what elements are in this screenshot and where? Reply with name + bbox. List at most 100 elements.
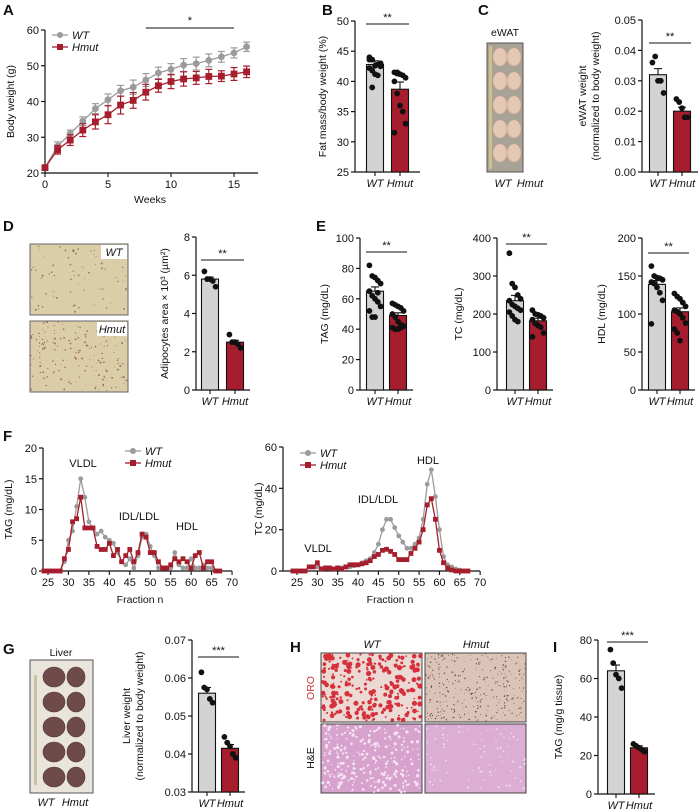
texture bbox=[339, 773, 343, 776]
texture bbox=[457, 700, 459, 702]
texture bbox=[331, 700, 337, 706]
texture bbox=[452, 717, 454, 719]
texture bbox=[74, 338, 77, 341]
texture bbox=[478, 716, 479, 717]
x-tick-label: 0 bbox=[42, 179, 48, 191]
texture bbox=[321, 781, 325, 785]
texture bbox=[393, 742, 397, 746]
data-point bbox=[453, 568, 459, 574]
texture bbox=[330, 737, 333, 739]
x-tick-label: 50 bbox=[393, 577, 405, 589]
texture bbox=[511, 732, 513, 735]
texture bbox=[30, 388, 33, 391]
texture bbox=[476, 688, 478, 690]
texture bbox=[479, 701, 481, 703]
texture bbox=[494, 667, 497, 669]
texture bbox=[359, 690, 363, 694]
texture bbox=[453, 660, 456, 662]
texture bbox=[381, 658, 385, 662]
texture bbox=[439, 695, 441, 697]
texture bbox=[321, 669, 327, 674]
texture bbox=[478, 663, 480, 665]
data-point bbox=[209, 278, 216, 284]
texture bbox=[408, 681, 410, 684]
texture bbox=[34, 308, 37, 311]
texture bbox=[429, 666, 431, 668]
texture bbox=[345, 710, 351, 716]
texture bbox=[52, 342, 54, 344]
texture bbox=[414, 728, 418, 731]
data-point bbox=[147, 550, 153, 555]
texture bbox=[485, 714, 488, 717]
data-point bbox=[167, 78, 175, 85]
category-label: WT bbox=[607, 800, 625, 812]
texture bbox=[427, 677, 430, 679]
texture bbox=[68, 339, 70, 342]
texture bbox=[346, 726, 350, 729]
texture bbox=[69, 263, 72, 266]
texture bbox=[324, 743, 329, 747]
texture bbox=[373, 749, 377, 752]
texture bbox=[326, 759, 330, 763]
texture bbox=[93, 249, 95, 251]
peak-label: VLDL bbox=[69, 458, 97, 470]
texture bbox=[462, 732, 464, 734]
adipose-histology-Hmut bbox=[29, 320, 129, 393]
texture bbox=[430, 685, 433, 687]
texture bbox=[508, 784, 511, 787]
texture bbox=[348, 732, 352, 735]
texture bbox=[343, 714, 345, 716]
label-box bbox=[101, 245, 127, 259]
texture bbox=[457, 675, 460, 677]
data-point bbox=[104, 111, 112, 119]
y-tick-label: 4 bbox=[184, 309, 190, 321]
texture bbox=[436, 715, 438, 717]
data-point bbox=[212, 283, 219, 290]
texture bbox=[443, 659, 445, 661]
histology-oro-hmut bbox=[424, 652, 527, 723]
texture bbox=[495, 698, 497, 700]
data-point bbox=[652, 53, 659, 60]
texture bbox=[37, 350, 39, 352]
texture bbox=[343, 675, 346, 678]
data-point bbox=[649, 59, 656, 66]
data-point bbox=[79, 126, 87, 134]
texture bbox=[344, 746, 347, 749]
texture bbox=[340, 744, 343, 747]
liver bbox=[66, 741, 86, 763]
texture bbox=[444, 759, 447, 762]
data-point bbox=[659, 297, 666, 304]
texture bbox=[361, 712, 366, 717]
texture bbox=[362, 766, 365, 770]
texture bbox=[322, 675, 325, 678]
texture bbox=[442, 736, 445, 739]
liver bbox=[42, 716, 66, 738]
texture bbox=[396, 665, 403, 671]
data-point bbox=[78, 494, 84, 500]
texture bbox=[376, 743, 379, 746]
texture bbox=[353, 760, 355, 762]
texture bbox=[117, 368, 119, 371]
peak-label: HDL bbox=[176, 521, 198, 533]
texture bbox=[519, 669, 521, 671]
x-tick-label: 35 bbox=[83, 577, 95, 589]
texture bbox=[38, 308, 40, 310]
significance-label: * bbox=[188, 15, 193, 27]
data-point bbox=[412, 545, 418, 551]
data-point bbox=[327, 565, 332, 571]
texture bbox=[403, 746, 406, 749]
texture bbox=[454, 673, 456, 675]
texture bbox=[439, 686, 441, 687]
texture bbox=[428, 676, 430, 678]
x-axis-label: Fraction n bbox=[117, 594, 164, 606]
data-point bbox=[98, 528, 104, 534]
texture bbox=[502, 664, 505, 666]
texture bbox=[32, 334, 34, 336]
data-point bbox=[155, 69, 162, 77]
texture bbox=[45, 292, 47, 295]
texture bbox=[42, 329, 44, 331]
y-tick-label: 5 bbox=[31, 535, 37, 547]
texture bbox=[324, 732, 328, 735]
y-tick-label: 40 bbox=[337, 76, 349, 88]
texture bbox=[495, 680, 497, 682]
